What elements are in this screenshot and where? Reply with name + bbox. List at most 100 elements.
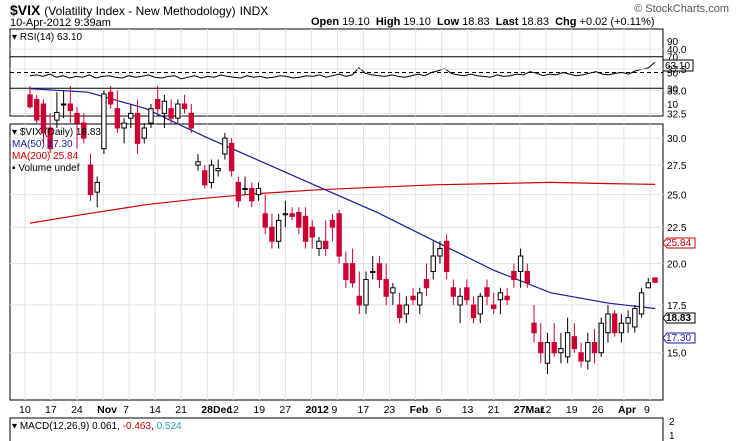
candle-body (34, 98, 40, 121)
date-label: 23 (384, 404, 396, 416)
date-label: 2012 (305, 404, 329, 416)
candle-body (235, 181, 242, 202)
high-label: High (375, 16, 401, 28)
candle-body (578, 352, 584, 362)
rsi-legend-marker: ▾ (12, 32, 20, 43)
date-label: Nov (97, 404, 117, 416)
ma200-line (29, 181, 656, 224)
candle-body (269, 226, 275, 242)
exchange: INDX (239, 4, 269, 18)
candle-body (517, 255, 524, 272)
candle-body (275, 219, 282, 242)
price-tick-label: 37.5 (667, 65, 687, 76)
candle-body (403, 304, 410, 315)
candle-body (262, 213, 268, 228)
date-label: 19 (253, 404, 265, 416)
candle-body (497, 292, 504, 301)
open-label: Open (311, 16, 340, 28)
candle-body (94, 181, 100, 193)
badge-ma50-box (662, 332, 696, 344)
candle-body (605, 313, 611, 334)
candle-body (296, 211, 302, 228)
candle-body (363, 279, 369, 306)
badge-ma50: 17.30 (662, 332, 696, 344)
candle-body (67, 103, 74, 112)
candle-body (457, 295, 463, 306)
date-label: 21 (175, 404, 187, 416)
quote-datetime: 10-Apr-2012 9:39am (10, 17, 111, 29)
rsi-badge: 63.10 (662, 59, 694, 72)
candle-body (168, 108, 174, 119)
candle-body (302, 215, 309, 242)
candle-body (141, 127, 147, 139)
date-label: 27 (279, 404, 291, 416)
date-label: 6 (436, 404, 442, 416)
badge-ma50-text: 17.30 (666, 333, 691, 344)
candle-body (417, 292, 423, 306)
candle-body (181, 103, 188, 110)
date-label: 28Dec (201, 404, 232, 416)
date-label: 26 (592, 404, 604, 416)
rsi-badge-box (662, 59, 694, 72)
candle-body (390, 287, 396, 294)
rsi-legend-text: RSI(14) 63.10 (20, 32, 83, 43)
candle-body (155, 98, 161, 110)
candle-body (27, 94, 33, 108)
last-value: 18.83 (521, 16, 549, 28)
price-tick-label: 35.0 (667, 86, 687, 97)
date-label: 27Mar (514, 404, 544, 416)
candle-body (376, 263, 383, 281)
candle-body (336, 213, 342, 257)
date-label: 17 (358, 404, 370, 416)
price-tick-label: 40.0 (667, 45, 687, 56)
legend-ma200: MA(200) 25.84 (12, 151, 79, 162)
high-value: 19.10 (403, 16, 431, 28)
candle-body (611, 313, 618, 334)
chg-label: Chg (555, 16, 577, 28)
candle-body (524, 270, 530, 284)
candle-body (101, 93, 107, 150)
rsi-tick-label: 30 (667, 84, 679, 95)
legend-main: ▾ $VIX (Daily) 18.83 (12, 127, 101, 138)
macd-sep2: , (151, 421, 157, 432)
price-tick-label: 27.5 (667, 161, 687, 172)
candle-body (74, 112, 80, 124)
candle-body (591, 342, 598, 354)
candle-body (558, 348, 564, 354)
rsi-badge-text: 63.10 (665, 61, 690, 72)
price-tick-label: 20.0 (667, 260, 687, 271)
candle-body (161, 100, 168, 114)
candle-body (175, 103, 181, 119)
security-name: (Volatility Index - New Methodology) (44, 4, 236, 18)
candle-body (289, 213, 295, 217)
rsi-tick-label: 70 (667, 53, 679, 64)
candle-body (208, 164, 215, 183)
price-panel: 15.0 17.5 20.0 22.5 25.0 27.5 30.0 32.5 35.0 37.5… (9, 45, 696, 401)
candle-body (249, 187, 255, 202)
legend-main-marker: ▾ (12, 127, 20, 138)
candle-body (128, 112, 134, 119)
ma50-line (29, 88, 656, 310)
candle-body (396, 304, 403, 319)
candle-body (228, 142, 235, 172)
badge-ma200-box (662, 237, 696, 249)
badge-last: 18.83 (662, 312, 696, 324)
candle-body (564, 332, 571, 358)
macd-frame (9, 417, 664, 441)
badge-last-box (662, 312, 696, 324)
macd-legend: ▾ MACD(12,26,9) 0.061, -0.463, 0.524 (12, 421, 182, 432)
candle-body (423, 279, 430, 289)
candle-body (87, 164, 94, 196)
rsi-ticks: 90 70 50 30 10 (667, 37, 679, 111)
date-label: 13 (462, 404, 474, 416)
price-legend: ▾ $VIX (Daily) 18.83 MA(50) 17.30 MA(200… (12, 127, 101, 174)
candle-body (323, 240, 329, 250)
candle-body (114, 108, 121, 129)
macd-legend-signal: -0.463 (123, 421, 152, 432)
candle-body (81, 122, 87, 139)
price-tick-label: 30.0 (667, 134, 687, 145)
open-value: 19.10 (342, 16, 370, 28)
macd-tick-1: 1 (669, 431, 675, 441)
badge-last-text: 18.83 (666, 313, 691, 324)
